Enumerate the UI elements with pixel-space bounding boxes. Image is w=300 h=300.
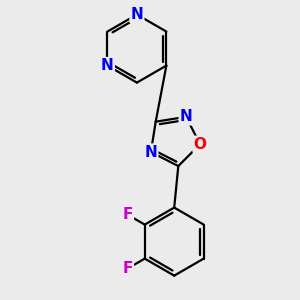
Text: F: F xyxy=(123,261,133,276)
Text: F: F xyxy=(123,207,133,222)
Text: N: N xyxy=(145,145,157,160)
Text: N: N xyxy=(130,7,143,22)
Text: N: N xyxy=(180,110,193,124)
Text: O: O xyxy=(194,137,207,152)
Text: N: N xyxy=(101,58,114,73)
